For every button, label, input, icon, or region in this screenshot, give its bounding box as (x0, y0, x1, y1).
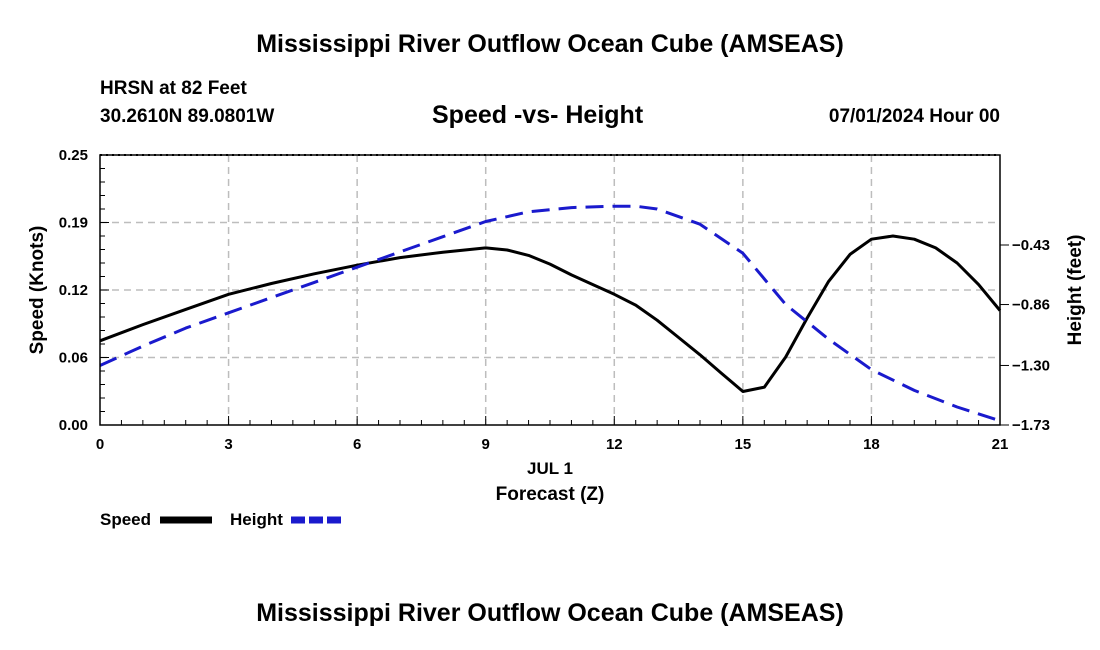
series-line-height (99, 204, 1001, 423)
x-axis-date-label: JUL 1 (527, 459, 573, 478)
x-tick-label-0: 0 (96, 436, 104, 453)
series-line-speed (99, 234, 1002, 393)
y-tick-label-2: 0.12 (59, 282, 88, 299)
x-tick-label-2: 6 (353, 436, 361, 453)
legend: Speed Height (100, 510, 343, 529)
axes: 0 3 6 9 12 15 18 21 0.00 0.06 0.12 0.19 0.25 −1.73 −1.… (59, 147, 1050, 453)
y-tick-label-1: 0.06 (59, 350, 88, 367)
y2-tick-label-1: −1.30 (1012, 357, 1050, 374)
main-title: Mississippi River Outflow Ocean Cube (AM… (256, 30, 844, 58)
series-layer (99, 204, 1002, 423)
grid-lines (100, 155, 1000, 425)
x-tick-label-4: 12 (606, 436, 623, 453)
y-tick-label-0: 0.00 (59, 417, 88, 434)
y-tick-label-4: 0.25 (59, 147, 88, 164)
y-tick-label-3: 0.19 (59, 215, 88, 232)
legend-label-height: Height (230, 510, 283, 529)
y-axis-label: Speed (Knots) (27, 226, 48, 355)
bottom-title: Mississippi River Outflow Ocean Cube (AM… (256, 599, 844, 627)
legend-label-speed: Speed (100, 510, 151, 529)
y2-tick-label-0: −1.73 (1012, 417, 1050, 434)
y2-tick-label-2: −0.86 (1012, 297, 1050, 314)
x-tick-label-7: 21 (992, 436, 1009, 453)
chart-title: Speed -vs- Height (432, 101, 644, 129)
x-tick-label-3: 9 (482, 436, 490, 453)
station-coordinates: 30.2610N 89.0801W (100, 106, 275, 127)
x-tick-label-5: 15 (735, 436, 752, 453)
x-axis-label: Forecast (Z) (496, 484, 605, 505)
x-tick-label-6: 18 (863, 436, 880, 453)
station-label: HRSN at 82 Feet (100, 78, 247, 99)
x-tick-label-1: 3 (224, 436, 232, 453)
forecast-datetime: 07/01/2024 Hour 00 (828, 106, 1000, 127)
y2-tick-label-3: −0.43 (1012, 237, 1050, 254)
speed-height-chart: 0 3 6 9 12 15 18 21 0.00 0.06 0.12 0.19 0.25 −1.73 −1.… (27, 147, 1086, 529)
y2-axis-label: Height (feet) (1065, 235, 1086, 346)
